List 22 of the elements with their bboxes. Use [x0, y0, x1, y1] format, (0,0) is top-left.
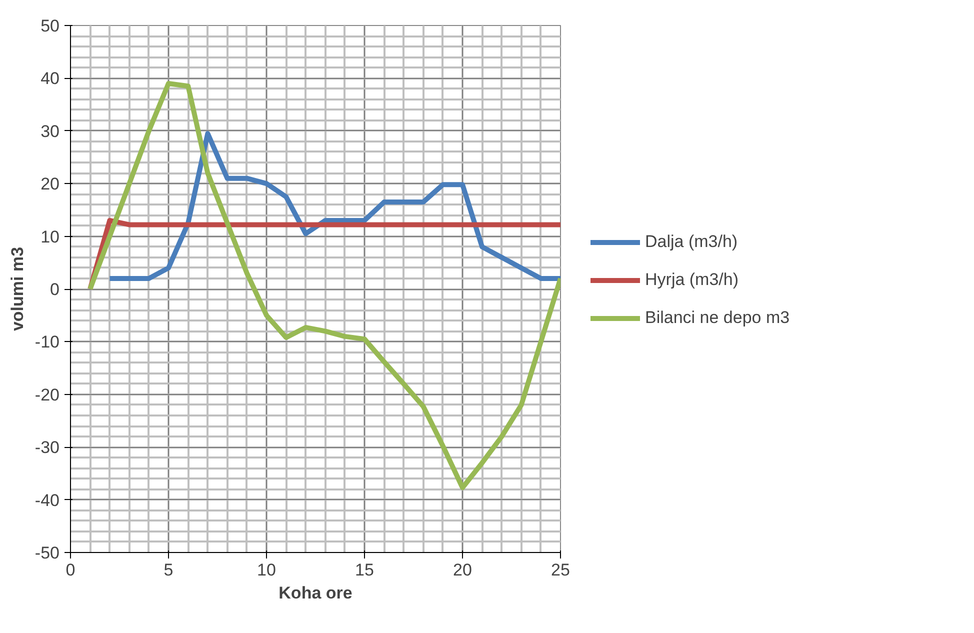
legend-label: Bilanci ne depo m3	[645, 308, 790, 328]
y-tick-label: 10	[40, 227, 60, 246]
x-tick-label: 5	[164, 560, 174, 580]
y-tick-label: -10	[34, 332, 60, 352]
y-tick-label: -20	[34, 385, 60, 404]
x-tick-label: 0	[66, 560, 76, 580]
x-tick-label: 20	[453, 560, 472, 580]
y-tick-label: 50	[40, 16, 60, 36]
y-axis-title: volumi m3	[8, 246, 27, 332]
y-tick-label: 40	[40, 69, 60, 88]
y-tick-label: 30	[40, 122, 60, 141]
x-tick-label: 25	[551, 560, 570, 580]
y-tick-label: -40	[34, 490, 60, 510]
x-tick-label: 10	[257, 560, 276, 580]
legend-label: Dalja (m3/h)	[645, 232, 738, 252]
y-tick-label: -30	[34, 438, 60, 458]
y-tick-label: -50	[34, 544, 60, 562]
y-tick-label: 20	[40, 174, 60, 194]
y-tick-label: 0	[50, 280, 60, 299]
x-tick-label: 15	[355, 560, 374, 580]
x-axis-title: Koha ore	[278, 584, 352, 602]
legend-label: Hyrja (m3/h)	[645, 270, 739, 290]
